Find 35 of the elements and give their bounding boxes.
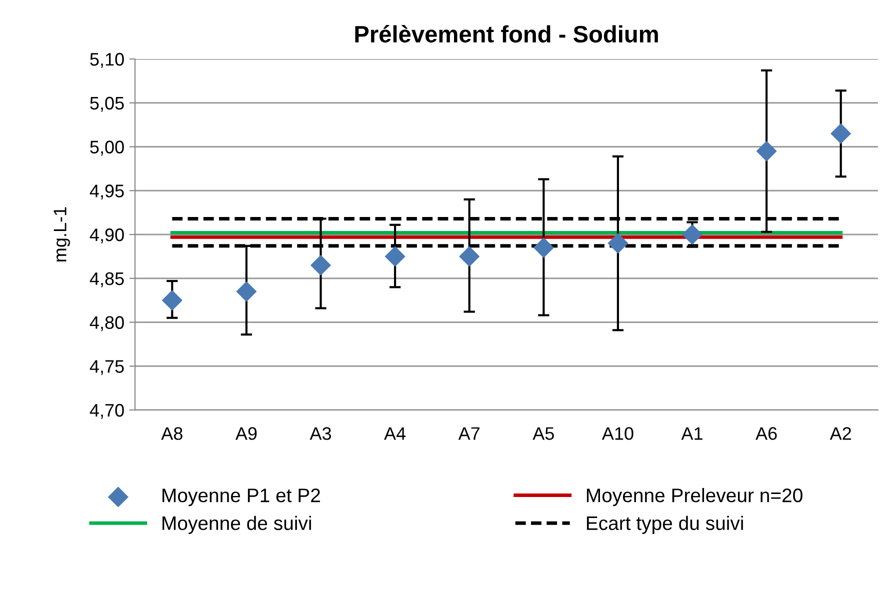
x-tick-label: A2 bbox=[830, 427, 851, 440]
point bbox=[384, 246, 406, 267]
point bbox=[459, 246, 480, 267]
point bbox=[830, 123, 852, 144]
y-tick-label: 4,80 bbox=[90, 316, 124, 332]
y-tick-label: 4,75 bbox=[90, 360, 124, 375]
point bbox=[162, 290, 182, 311]
point bbox=[682, 224, 703, 245]
point bbox=[236, 281, 257, 302]
x-tick-label: A7 bbox=[458, 427, 480, 440]
point bbox=[756, 140, 777, 162]
y-tick-label: 5,05 bbox=[90, 96, 124, 112]
y-axis-title: mg.L-1 bbox=[54, 207, 70, 262]
point bbox=[310, 254, 332, 276]
legend-label: Moyenne Preleveur n=20 bbox=[586, 488, 802, 506]
x-tick-label: A6 bbox=[756, 427, 777, 440]
legend-label: Moyenne P1 et P2 bbox=[162, 488, 320, 506]
x-tick-label: A9 bbox=[235, 427, 257, 440]
y-tick-label: 4,85 bbox=[90, 272, 124, 288]
x-tick-label: A10 bbox=[602, 427, 634, 440]
x-tick-label: A8 bbox=[161, 427, 182, 440]
x-tick-label: A3 bbox=[310, 427, 331, 440]
y-tick-label: 4,70 bbox=[90, 404, 124, 419]
chart-title: Prélèvement fond - Sodium bbox=[355, 25, 658, 43]
legend-label: Moyenne de suivi bbox=[162, 516, 311, 534]
y-tick-label: 5,10 bbox=[90, 52, 124, 68]
legend-label: Ecart type du suivi bbox=[586, 516, 743, 534]
y-tick-label: 4,90 bbox=[90, 228, 124, 244]
point bbox=[533, 237, 554, 258]
x-tick-label: A4 bbox=[384, 427, 406, 440]
x-tick-label: A1 bbox=[681, 427, 702, 440]
point bbox=[608, 232, 628, 254]
x-tick-label: A5 bbox=[532, 427, 554, 440]
y-tick-label: 4,95 bbox=[90, 184, 124, 200]
y-tick-label: 5,00 bbox=[90, 140, 124, 156]
